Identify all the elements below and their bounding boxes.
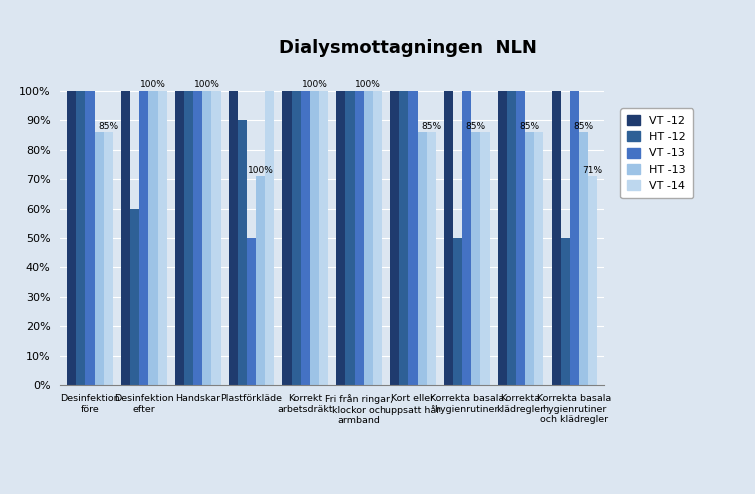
Bar	[516, 91, 525, 385]
Bar	[67, 91, 76, 385]
Bar	[561, 238, 570, 385]
Bar	[345, 91, 355, 385]
Text: 100%: 100%	[356, 80, 381, 89]
Bar	[158, 91, 167, 385]
Bar	[121, 91, 130, 385]
Bar	[399, 91, 408, 385]
Bar	[535, 132, 544, 385]
Text: 85%: 85%	[98, 122, 119, 130]
Bar	[355, 91, 364, 385]
Bar	[390, 91, 399, 385]
Bar	[588, 176, 597, 385]
Bar	[256, 176, 265, 385]
Bar	[139, 91, 149, 385]
Bar	[211, 91, 220, 385]
Bar	[247, 238, 256, 385]
Bar	[418, 132, 427, 385]
Bar	[229, 91, 238, 385]
Bar	[184, 91, 193, 385]
Text: 85%: 85%	[519, 122, 540, 130]
Bar	[85, 91, 94, 385]
Bar	[319, 91, 328, 385]
Bar	[551, 91, 561, 385]
Bar	[364, 91, 373, 385]
Bar	[507, 91, 516, 385]
Text: 71%: 71%	[583, 165, 602, 175]
Bar	[373, 91, 382, 385]
Text: 100%: 100%	[301, 80, 328, 89]
Bar	[444, 91, 453, 385]
Bar	[525, 132, 535, 385]
Bar	[193, 91, 202, 385]
Bar	[300, 91, 310, 385]
Bar	[94, 132, 103, 385]
Bar	[265, 91, 274, 385]
Text: 85%: 85%	[466, 122, 486, 130]
Bar	[480, 132, 490, 385]
Bar	[103, 132, 113, 385]
Text: 100%: 100%	[140, 80, 166, 89]
Text: 100%: 100%	[248, 165, 273, 175]
Bar	[202, 91, 211, 385]
Text: 85%: 85%	[574, 122, 593, 130]
Bar	[579, 132, 588, 385]
Bar	[282, 91, 291, 385]
Bar	[471, 132, 480, 385]
Bar	[149, 91, 158, 385]
Bar	[336, 91, 345, 385]
Legend: VT -12, HT -12, VT -13, HT -13, VT -14: VT -12, HT -12, VT -13, HT -13, VT -14	[621, 108, 693, 198]
Bar	[310, 91, 319, 385]
Text: 100%: 100%	[194, 80, 220, 89]
Bar	[408, 91, 418, 385]
Bar	[130, 208, 139, 385]
Title: Dialysmottagningen  NLN: Dialysmottagningen NLN	[279, 39, 538, 57]
Bar	[453, 238, 462, 385]
Text: 85%: 85%	[421, 122, 441, 130]
Bar	[291, 91, 300, 385]
Bar	[76, 91, 85, 385]
Bar	[174, 91, 184, 385]
Bar	[427, 132, 436, 385]
Bar	[238, 120, 247, 385]
Bar	[498, 91, 507, 385]
Bar	[462, 91, 471, 385]
Bar	[570, 91, 579, 385]
